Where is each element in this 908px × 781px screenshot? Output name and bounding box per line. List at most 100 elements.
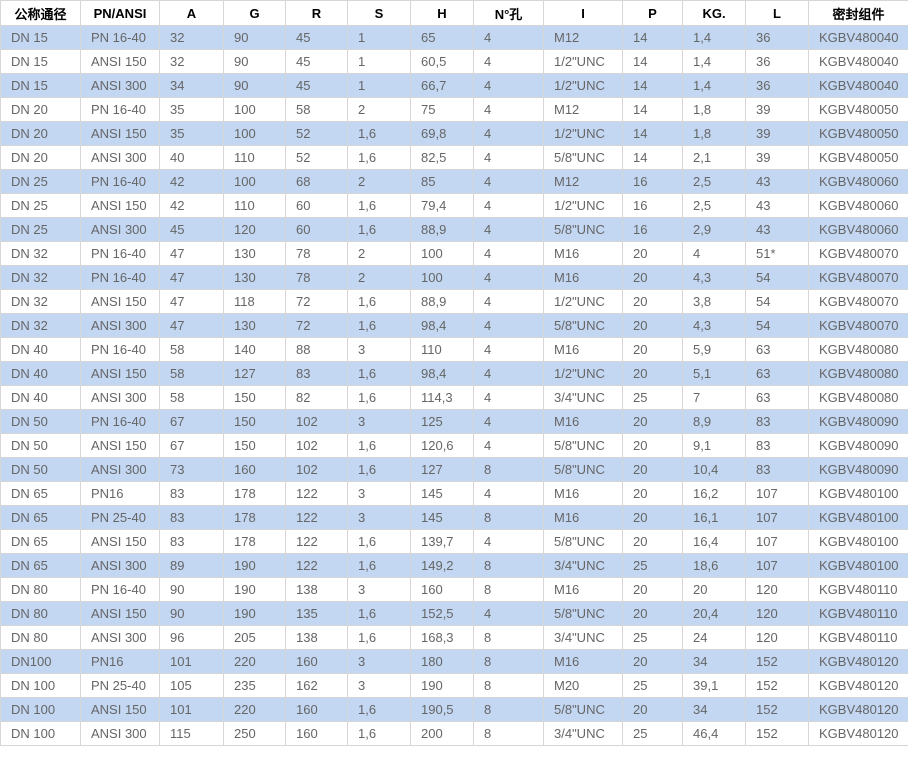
table-cell: 43 [745, 217, 809, 242]
table-cell: 47 [159, 289, 224, 314]
table-cell: DN 25 [0, 217, 81, 242]
table-cell: 107 [745, 529, 809, 554]
table-cell: PN 16-40 [80, 409, 160, 434]
table-cell: 83 [159, 529, 224, 554]
valve-spec-table-container: 公称通径 PN/ANSI A G R S H N°孔 I P KG. L 密封组… [0, 0, 908, 746]
table-cell: 25 [622, 673, 683, 698]
table-row: DN 20 ANSI 300 40 110 52 1,6 82,5 4 5/8"UNC 14 2,1… [0, 145, 908, 170]
table-cell: KGBV480040 [808, 49, 908, 74]
table-cell: M16 [543, 241, 623, 266]
table-cell: 25 [622, 721, 683, 746]
table-row: DN 80 PN 16-40 90 190 138 3 160 8 M16 20 20 120 KGBV… [0, 577, 908, 602]
table-cell: ANSI 300 [80, 625, 160, 650]
table-cell: KGBV480040 [808, 25, 908, 50]
table-cell: 5/8"UNC [543, 145, 623, 170]
table-cell: 34 [682, 697, 746, 722]
table-cell: 1,4 [682, 49, 746, 74]
table-row: DN 65 ANSI 300 89 190 122 1,6 149,2 8 3/4"UNC 25 1… [0, 553, 908, 578]
table-cell: 83 [745, 433, 809, 458]
table-cell: 220 [223, 649, 286, 674]
table-row: DN 32 PN 16-40 47 130 78 2 100 4 M16 20 4,3 54 KGBV4… [0, 265, 908, 290]
table-row: DN 65 ANSI 150 83 178 122 1,6 139,7 4 5/8"UNC 20 1… [0, 529, 908, 554]
header-row: 公称通径 PN/ANSI A G R S H N°孔 I P KG. L 密封组… [0, 0, 908, 26]
table-cell: 1,6 [347, 313, 411, 338]
table-cell: 115 [159, 721, 224, 746]
table-row: DN 25 ANSI 150 42 110 60 1,6 79,4 4 1/2"UNC 16 2,5… [0, 193, 908, 218]
table-cell: 63 [745, 385, 809, 410]
table-cell: 4 [682, 241, 746, 266]
table-cell: DN 80 [0, 577, 81, 602]
table-cell: 83 [745, 409, 809, 434]
table-cell: 1 [347, 73, 411, 98]
table-cell: 78 [285, 241, 348, 266]
table-cell: 190,5 [410, 697, 474, 722]
table-cell: 1,6 [347, 697, 411, 722]
table-cell: 8 [473, 577, 544, 602]
table-row: DN 40 PN 16-40 58 140 88 3 110 4 M16 20 5,9 63 KGBV4… [0, 337, 908, 362]
table-cell: KGBV480090 [808, 409, 908, 434]
table-cell: KGBV480050 [808, 97, 908, 122]
table-cell: 4 [473, 169, 544, 194]
table-cell: DN 80 [0, 601, 81, 626]
table-cell: 122 [285, 553, 348, 578]
table-cell: 72 [285, 313, 348, 338]
table-cell: 39,1 [682, 673, 746, 698]
column-header-r: R [285, 0, 348, 26]
table-cell: 145 [410, 505, 474, 530]
table-cell: 100 [223, 121, 286, 146]
table-cell: KGBV480100 [808, 529, 908, 554]
table-cell: 42 [159, 193, 224, 218]
table-cell: 25 [622, 553, 683, 578]
table-cell: 135 [285, 601, 348, 626]
table-cell: PN 16-40 [80, 169, 160, 194]
table-cell: 4 [473, 73, 544, 98]
table-cell: 102 [285, 457, 348, 482]
table-cell: 36 [745, 49, 809, 74]
table-cell: M16 [543, 481, 623, 506]
table-cell: M16 [543, 649, 623, 674]
table-cell: ANSI 150 [80, 433, 160, 458]
table-cell: 2,1 [682, 145, 746, 170]
table-cell: 35 [159, 121, 224, 146]
column-header-a: A [159, 0, 224, 26]
table-cell: KGBV480120 [808, 697, 908, 722]
table-cell: 4 [473, 313, 544, 338]
table-cell: 47 [159, 265, 224, 290]
table-cell: 2,9 [682, 217, 746, 242]
table-cell: 16,2 [682, 481, 746, 506]
table-cell: 120 [223, 217, 286, 242]
table-cell: 85 [410, 169, 474, 194]
table-cell: KGBV480070 [808, 265, 908, 290]
table-cell: 180 [410, 649, 474, 674]
table-cell: ANSI 300 [80, 553, 160, 578]
table-cell: 88,9 [410, 289, 474, 314]
table-cell: 152 [745, 697, 809, 722]
table-cell: 45 [159, 217, 224, 242]
table-cell: DN 65 [0, 553, 81, 578]
table-cell: 34 [159, 73, 224, 98]
table-cell: 102 [285, 409, 348, 434]
table-cell: PN 16-40 [80, 337, 160, 362]
table-cell: 120 [745, 625, 809, 650]
table-cell: 118 [223, 289, 286, 314]
table-cell: 73 [159, 457, 224, 482]
table-cell: ANSI 150 [80, 193, 160, 218]
table-cell: 2 [347, 169, 411, 194]
table-cell: 4 [473, 433, 544, 458]
table-cell: 4 [473, 409, 544, 434]
table-cell: 3 [347, 409, 411, 434]
table-cell: 4 [473, 337, 544, 362]
table-cell: 1,6 [347, 553, 411, 578]
table-cell: PN 25-40 [80, 505, 160, 530]
table-cell: 1,6 [347, 625, 411, 650]
table-cell: 127 [410, 457, 474, 482]
table-cell: DN 80 [0, 625, 81, 650]
table-cell: 4 [473, 121, 544, 146]
table-cell: 5/8"UNC [543, 601, 623, 626]
table-row: DN 32 ANSI 150 47 118 72 1,6 88,9 4 1/2"UNC 20 3,8… [0, 289, 908, 314]
table-cell: 90 [223, 73, 286, 98]
table-cell: 152 [745, 649, 809, 674]
table-cell: 20 [622, 697, 683, 722]
table-cell: 16 [622, 193, 683, 218]
table-cell: 5/8"UNC [543, 529, 623, 554]
